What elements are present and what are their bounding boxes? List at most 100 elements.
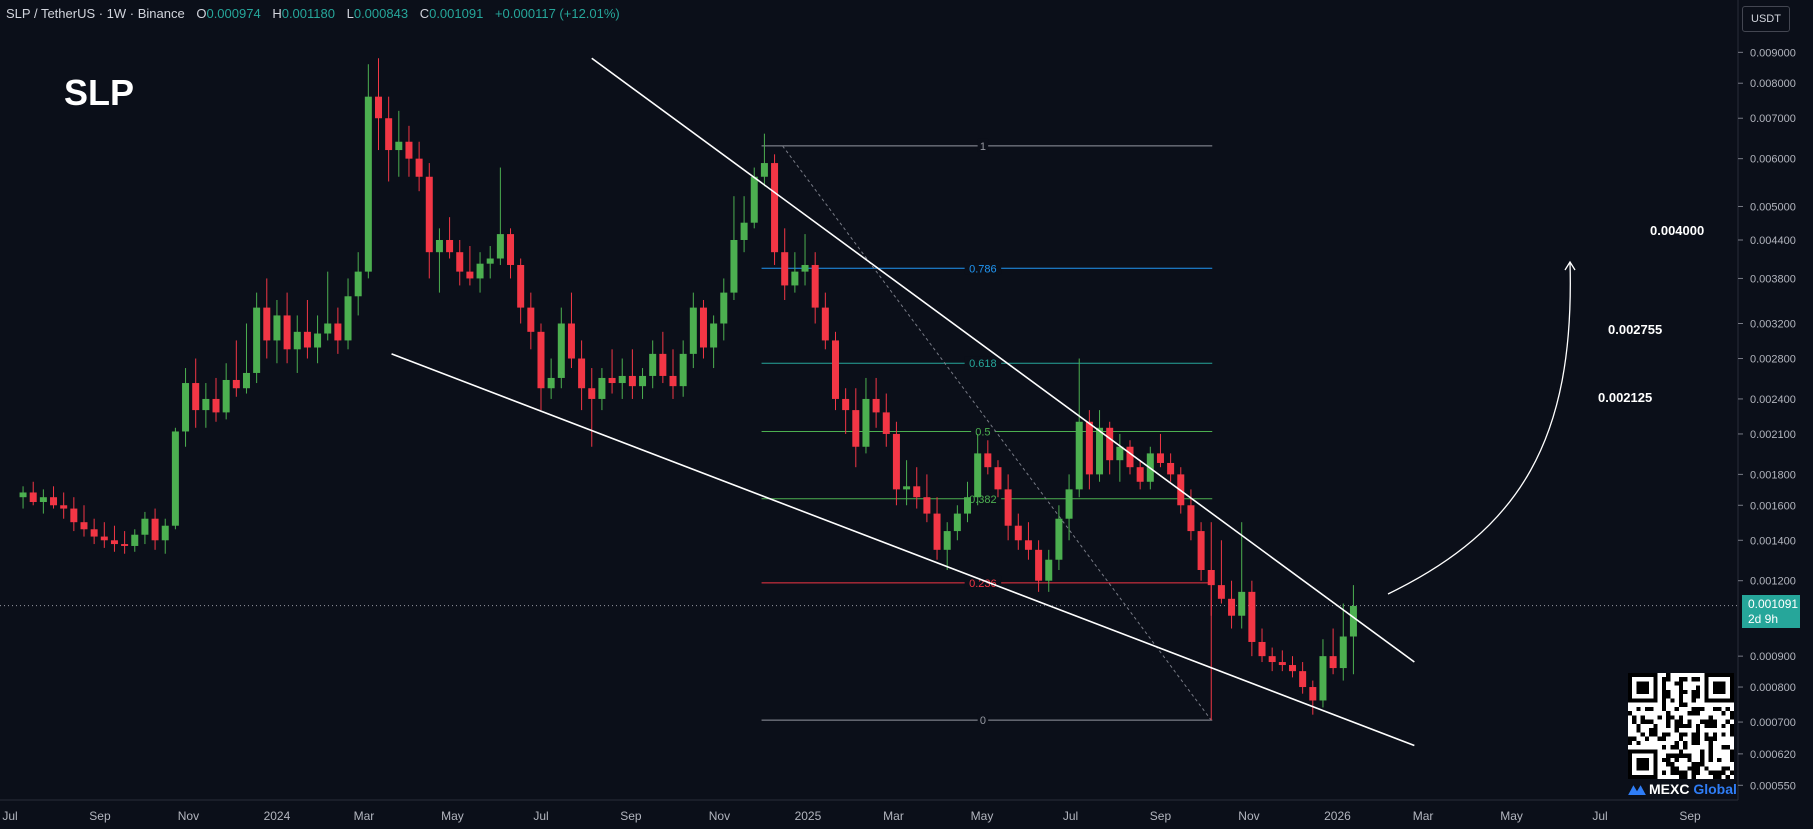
price-tick-label: 0.007000 xyxy=(1750,113,1796,125)
close-value: 0.001091 xyxy=(429,6,484,21)
candle-down xyxy=(994,467,1002,490)
candle-up xyxy=(1319,656,1327,701)
symbol-header: SLP / TetherUS · 1W · Binance O0.000974 … xyxy=(6,6,620,21)
last-price-tag: 0.001091 2d 9h xyxy=(1742,595,1800,628)
price-tick-label: 0.001600 xyxy=(1750,500,1796,512)
candle-down xyxy=(1288,665,1296,672)
fib-level-label: 0.236 xyxy=(969,578,997,590)
candle-down xyxy=(628,375,636,387)
price-axis-panel xyxy=(1738,0,1813,829)
fib-level-label: 0.382 xyxy=(969,494,997,506)
time-tick-label: Sep xyxy=(620,809,642,823)
candle-up xyxy=(862,398,870,447)
change-value: +0.000117 (+12.01%) xyxy=(494,6,620,21)
time-tick-label: 2024 xyxy=(264,809,291,823)
time-tick-label: Mar xyxy=(883,809,904,823)
candle-down xyxy=(100,536,108,541)
price-tick-label: 0.000550 xyxy=(1750,780,1796,792)
fib-level-label-bg xyxy=(964,356,1002,370)
fib-level-label: 0.786 xyxy=(969,263,997,275)
candle-up xyxy=(242,372,250,389)
candle-down xyxy=(984,453,992,468)
candle-down xyxy=(1329,656,1337,669)
candle-down xyxy=(1309,687,1317,701)
fibonacci-retracement: 1 0.786 0.618 0.5 0.382 0.236 0 xyxy=(761,138,1213,727)
lower-trendline xyxy=(391,353,1415,747)
time-tick-label: Jul xyxy=(1063,809,1078,823)
candle-down xyxy=(70,508,78,523)
candle-down xyxy=(933,513,941,550)
last-price-value: 0.001091 xyxy=(1748,597,1799,611)
fib-level-label-bg xyxy=(964,575,1002,589)
candle-up xyxy=(253,307,261,373)
candle-up xyxy=(496,234,504,259)
candle-up xyxy=(557,323,565,378)
projection-arc xyxy=(1387,261,1571,595)
time-tick-label: Nov xyxy=(1238,809,1259,823)
candle-down xyxy=(659,353,667,376)
candle-up xyxy=(395,141,403,151)
candle-up xyxy=(1339,636,1347,669)
candle-up xyxy=(1045,559,1053,581)
candle-up xyxy=(903,486,911,490)
candle-up xyxy=(141,518,149,535)
candle-down xyxy=(1014,525,1022,541)
candle-up xyxy=(19,492,27,498)
candle-down xyxy=(1136,467,1144,482)
price-tick-label: 0.000700 xyxy=(1750,717,1796,729)
candle-down xyxy=(334,323,342,341)
high-label: H xyxy=(272,6,282,21)
candle-down xyxy=(446,239,454,253)
candle-down xyxy=(374,96,382,119)
target-label: 0.002755 xyxy=(1608,322,1662,337)
candle-down xyxy=(1035,549,1043,581)
candle-down xyxy=(608,377,616,384)
candle-down xyxy=(578,358,586,389)
time-tick-label: May xyxy=(1500,809,1523,823)
candle-down xyxy=(1167,462,1175,475)
candle-down xyxy=(385,118,393,151)
price-tick-label: 0.001800 xyxy=(1750,469,1796,481)
mexc-logo-icon xyxy=(1628,785,1646,796)
candle-up xyxy=(598,377,606,399)
price-tick-label: 0.002100 xyxy=(1750,429,1796,441)
price-tick-label: 0.002800 xyxy=(1750,354,1796,366)
time-tick-label: 2026 xyxy=(1324,809,1351,823)
candle-down xyxy=(232,379,240,389)
candle-down xyxy=(1197,531,1205,571)
candle-up xyxy=(953,513,961,532)
time-tick-label: May xyxy=(971,809,994,823)
price-tick-label: 0.000800 xyxy=(1750,682,1796,694)
open-value: 0.000974 xyxy=(206,6,261,21)
candle-up xyxy=(1055,518,1063,560)
time-tick-label: Mar xyxy=(354,809,375,823)
price-tick-label: 0.004400 xyxy=(1750,235,1796,247)
candle-down xyxy=(1126,446,1134,468)
candle-down xyxy=(456,252,464,272)
candle-up xyxy=(801,264,809,272)
time-tick-label: May xyxy=(441,809,464,823)
symbol-name[interactable]: SLP / TetherUS · 1W · Binance xyxy=(6,6,185,21)
candle-down xyxy=(507,234,515,265)
projection-targets: 0.002125 0.002755 0.004000 xyxy=(1387,223,1704,595)
time-axis: Jul Sep Nov 2024 Mar May Jul Sep Nov 2025 Mar May Ju… xyxy=(0,799,1738,823)
candle-down xyxy=(1106,427,1114,461)
candle-up xyxy=(689,307,697,354)
candle-up xyxy=(324,323,332,334)
candle-down xyxy=(892,433,900,490)
candle-up xyxy=(964,497,972,514)
candle-down xyxy=(669,375,677,387)
candle-up xyxy=(943,531,951,550)
candle-up xyxy=(679,353,687,387)
candle-down xyxy=(212,398,220,413)
candle-up xyxy=(293,331,301,350)
candle-down xyxy=(1228,598,1236,616)
candle-down xyxy=(537,331,545,389)
candle-down xyxy=(1299,671,1307,688)
candle-down xyxy=(50,497,58,506)
candle-up xyxy=(435,239,443,253)
price-tick-label: 0.001200 xyxy=(1750,576,1796,588)
currency-button[interactable]: USDT xyxy=(1742,6,1790,32)
candle-down xyxy=(588,388,596,399)
